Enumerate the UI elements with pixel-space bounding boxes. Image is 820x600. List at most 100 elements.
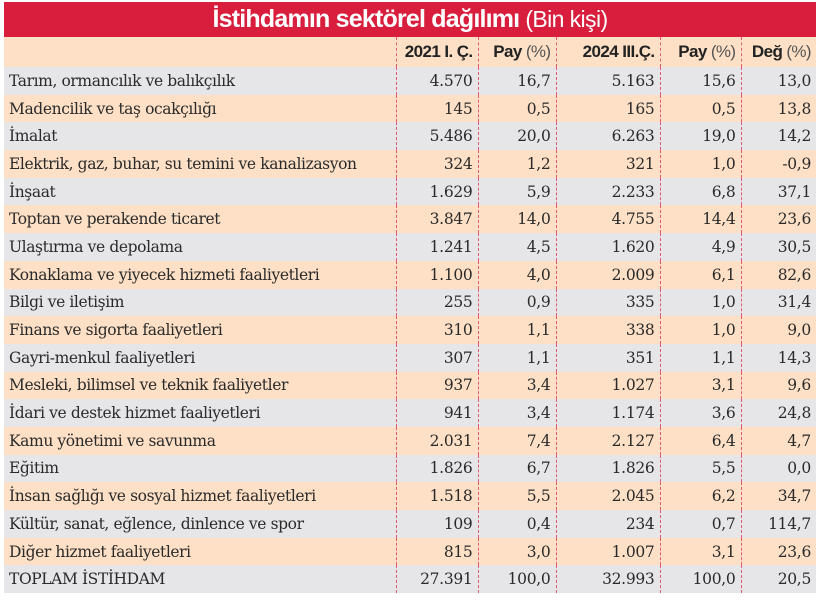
share-2021: 0,9 [477, 288, 556, 317]
change-percent: 23,6 [740, 537, 816, 566]
share-2024: 19,0 [659, 122, 741, 151]
header-change: Değ (%) [740, 37, 816, 67]
change-percent: 20,5 [740, 565, 816, 594]
table-row: Elektrik, gaz, buhar, su temini ve kanal… [4, 150, 816, 178]
share-2024: 0,7 [659, 510, 741, 538]
value-2024: 2.233 [555, 177, 660, 206]
sector-name: Konaklama ve yiyecek hizmeti faaliyetler… [9, 265, 320, 284]
change-percent: 0,0 [740, 454, 816, 483]
table-unit: (Bin kişi) [525, 6, 608, 32]
share-2024: 1,0 [659, 150, 741, 178]
value-2024: 2.045 [555, 482, 660, 510]
sector-name: Finans ve sigorta faaliyetleri [9, 321, 223, 340]
value-2021: 5.486 [395, 122, 478, 151]
value-2024: 165 [555, 94, 660, 123]
table-row: Eğitim 1.826 6,7 1.826 5,5 0,0 [4, 454, 816, 483]
share-2021: 5,5 [477, 482, 556, 510]
change-percent: 13,8 [740, 94, 816, 123]
change-percent: 9,0 [740, 316, 816, 344]
sector-name: İnşaat [9, 182, 56, 201]
sector-name: İdari ve destek hizmet faaliyetleri [9, 404, 261, 423]
value-2024: 1.174 [555, 399, 660, 427]
change-percent: 24,8 [740, 399, 816, 427]
table-row: Diğer hizmet faaliyetleri 815 3,0 1.007 3,1 2… [4, 537, 816, 566]
table-title: İstihdamın sektörel dağılımı [212, 5, 520, 33]
total-row: TOPLAM İSTİHDAM 27.391 100,0 32.993 100,0 20,… [4, 565, 816, 594]
table-row: İmalat 5.486 20,0 6.263 19,0 14,2 [4, 122, 816, 151]
share-2024: 3,6 [659, 399, 741, 427]
value-2021: 937 [395, 371, 478, 400]
share-2024: 14,4 [659, 205, 741, 234]
share-2021: 1,2 [477, 150, 556, 178]
value-2021: 109 [395, 510, 478, 538]
sector-name: Diğer hizmet faaliyetleri [9, 542, 191, 561]
sector-name: Eğitim [9, 459, 59, 478]
table-row: Gayri-menkul faaliyetleri 307 1,1 351 1,1 14,… [4, 343, 816, 372]
value-2021: 1.826 [395, 454, 478, 483]
sector-name: Gayri-menkul faaliyetleri [9, 348, 195, 367]
share-2024: 0,5 [659, 94, 741, 123]
table-row: İnşaat 1.629 5,9 2.233 6,8 37,1 [4, 177, 816, 206]
table-row: Kamu yönetimi ve savunma 2.031 7,4 2.127 6,4… [4, 426, 816, 455]
sector-name: İnsan sağlığı ve sosyal hizmet faaliyetl… [9, 487, 316, 506]
value-2021: 941 [395, 399, 478, 427]
header-row: 2021 I. Ç. Pay (%) 2024 III.Ç. Pay (%) D… [4, 37, 816, 67]
value-2021: 310 [395, 316, 478, 344]
sector-name: Tarım, ormancılık ve balıkçılık [9, 71, 235, 90]
sector-name: Kamu yönetimi ve savunma [9, 431, 216, 450]
share-2021: 6,7 [477, 454, 556, 483]
header-2021: 2021 I. Ç. [395, 37, 478, 67]
sector-name: TOPLAM İSTİHDAM [9, 570, 165, 589]
share-2021: 16,7 [477, 67, 556, 95]
value-2021: 1.518 [395, 482, 478, 510]
table-row: Kültür, sanat, eğlence, dinlence ve spor… [4, 510, 816, 538]
employment-table-card: İstihdamın sektörel dağılımı (Bin kişi) … [4, 2, 816, 594]
value-2024: 6.263 [555, 122, 660, 151]
value-2024: 4.755 [555, 205, 660, 234]
value-2021: 1.100 [395, 260, 478, 289]
sector-name: Madencilik ve taş ocakçılığı [9, 99, 217, 118]
share-2021: 1,1 [477, 343, 556, 372]
table-row: Konaklama ve yiyecek hizmeti faaliyetler… [4, 260, 816, 289]
table-row: Mesleki, bilimsel ve teknik faaliyetler 9… [4, 371, 816, 400]
share-2021: 0,5 [477, 94, 556, 123]
share-2024: 1,0 [659, 288, 741, 317]
change-percent: 30,5 [740, 233, 816, 261]
share-2021: 3,0 [477, 537, 556, 566]
change-percent: 4,7 [740, 426, 816, 455]
share-2024: 1,1 [659, 343, 741, 372]
share-2021: 4,0 [477, 260, 556, 289]
sector-name: Ulaştırma ve depolama [9, 237, 183, 256]
sector-name: Kültür, sanat, eğlence, dinlence ve spor [9, 514, 304, 533]
share-2024: 6,1 [659, 260, 741, 289]
share-2024: 1,0 [659, 316, 741, 344]
share-2024: 4,9 [659, 233, 741, 261]
value-2024: 234 [555, 510, 660, 538]
share-2021: 14,0 [477, 205, 556, 234]
value-2021: 3.847 [395, 205, 478, 234]
change-percent: 14,2 [740, 122, 816, 151]
table-row: Finans ve sigorta faaliyetleri 310 1,1 338 1… [4, 316, 816, 344]
sector-name: Bilgi ve iletişim [9, 293, 125, 312]
share-2021: 5,9 [477, 177, 556, 206]
share-2021: 4,5 [477, 233, 556, 261]
header-sector [4, 37, 396, 67]
change-percent: -0,9 [740, 150, 816, 178]
value-2021: 307 [395, 343, 478, 372]
sector-name: Mesleki, bilimsel ve teknik faaliyetler [9, 376, 288, 395]
value-2021: 145 [395, 94, 478, 123]
share-2024: 100,0 [659, 565, 741, 594]
table-row: Bilgi ve iletişim 255 0,9 335 1,0 31,4 [4, 288, 816, 317]
value-2021: 815 [395, 537, 478, 566]
change-percent: 114,7 [740, 510, 816, 538]
sector-employment-table: 2021 I. Ç. Pay (%) 2024 III.Ç. Pay (%) D… [4, 37, 816, 594]
sector-name: Toptan ve perakende ticaret [9, 210, 221, 229]
change-percent: 14,3 [740, 343, 816, 372]
value-2024: 321 [555, 150, 660, 178]
change-percent: 13,0 [740, 67, 816, 95]
title-bar: İstihdamın sektörel dağılımı (Bin kişi) [4, 2, 816, 37]
value-2021: 324 [395, 150, 478, 178]
table-row: İnsan sağlığı ve sosyal hizmet faaliyetl… [4, 482, 816, 510]
share-2021: 3,4 [477, 371, 556, 400]
header-pay-2024: Pay (%) [659, 37, 741, 67]
